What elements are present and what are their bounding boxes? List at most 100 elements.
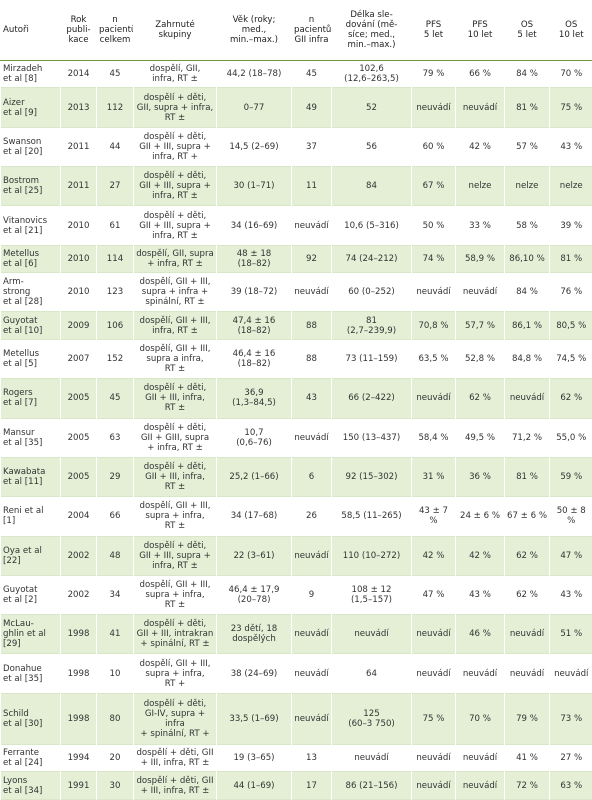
table-cell: 43 ± 7 % (411, 496, 456, 536)
table-cell: 34 (96, 575, 134, 615)
table-cell: 2005 (60, 418, 97, 458)
table-row: Reni et al [1] 2004 66 dospělí, GII + III, … (0, 496, 592, 536)
table-cell: 66 (96, 496, 134, 536)
table-cell: 1994 (60, 744, 97, 772)
table-cell: 62 % (504, 536, 550, 576)
table-cell: dospělí, GII + III, supra + infra, RT ± (133, 496, 217, 536)
table-cell: Vitanovics et al [21] (0, 205, 61, 246)
table-cell: 14,5 (2–69) (216, 127, 292, 167)
table-row: Mansur et al [35] 2005 63 dospělí + děti, G… (0, 418, 592, 458)
table-cell: Guyotat et al [2] (0, 575, 61, 615)
table-cell: neuvádí (455, 653, 505, 694)
table-cell: neuvádí (411, 653, 456, 694)
table-cell: Lyons et al [34] (0, 771, 61, 800)
table-cell: 50 ± 8 % (549, 496, 592, 536)
table-cell: 41 % (504, 744, 550, 772)
table-cell: 55,0 % (549, 418, 592, 458)
table-cell: 70 % (455, 693, 505, 745)
table-cell: 81 (2,7–239,9) (331, 311, 412, 340)
table-cell: 33 % (455, 205, 505, 246)
table-cell: dospělí, GII, infra, RT ± (133, 60, 217, 88)
table-cell: 29 (96, 457, 134, 497)
table-cell: 46,4 ± 17,9 (20–78) (216, 575, 292, 615)
table-cell: 81 % (504, 87, 550, 128)
table-cell: 114 (96, 245, 134, 273)
table-cell: nelze (455, 166, 505, 206)
table-cell: Ferrante et al [24] (0, 744, 61, 772)
table-cell: 39 % (549, 205, 592, 246)
table-cell: 67 ± 6 % (504, 496, 550, 536)
table-cell: neuvádí (411, 614, 456, 654)
table-row: Arm- strong et al [28] 2010 123 dospělí, GI… (0, 272, 592, 312)
table-cell: dospělí + děti, GI-IV, supra + infra + s… (133, 693, 217, 745)
table-row: Metellus et al [5] 2007 152 dospělí, GII + … (0, 339, 592, 379)
table-cell: 36 % (455, 457, 505, 497)
table-row: Donahue et al [35] 1998 10 dospělí, GII + I… (0, 653, 592, 694)
table-cell: 67 % (411, 166, 456, 206)
table-cell: 74 (24–212) (331, 245, 412, 273)
table-cell: 112 (96, 87, 134, 128)
table-cell: 45 (96, 378, 134, 419)
table-cell: 76 % (549, 272, 592, 312)
table-cell: 62 % (455, 378, 505, 419)
table-row: Kawabata et al [11] 2005 29 dospělí + děti,… (0, 457, 592, 497)
table-cell: 52,8 % (455, 339, 505, 379)
table-cell: dospělí, GII + III, supra + infra + spin… (133, 272, 217, 312)
table-cell: 2005 (60, 457, 97, 497)
table-cell: 27 % (549, 744, 592, 772)
table-cell: 72 % (504, 771, 550, 800)
table-cell: 74,5 % (549, 339, 592, 379)
table-cell: neuvádí (504, 614, 550, 654)
table-cell: 92 (15–302) (331, 457, 412, 497)
table-cell: 66 (2–422) (331, 378, 412, 419)
table-cell: dospělí + děti, GII + III, supra + infra… (133, 205, 217, 246)
table-cell: 52 (331, 87, 412, 128)
table-cell: 11 (291, 166, 332, 206)
table-cell: 1991 (60, 771, 97, 800)
table-cell: 47,4 ± 16 (18–82) (216, 311, 292, 340)
table-row: Bostrom et al [25] 2011 27 dospělí + děti, … (0, 166, 592, 206)
table-cell: 108 ± 12 (1,5–157) (331, 575, 412, 615)
header-cell: PFS 5 let (411, 0, 456, 61)
table-cell: neuvádí (291, 536, 332, 576)
header-cell: n pacientů celkem (96, 0, 134, 61)
table-cell: 23 dětí, 18 dospělých (216, 614, 292, 654)
table-cell: 44,2 (18–78) (216, 60, 292, 88)
table-cell: dospělí + děti, GII, supra + infra, RT ± (133, 87, 217, 128)
table-cell: 2007 (60, 339, 97, 379)
table-cell: dospělí + děti, GII + III, infra, RT ± (133, 457, 217, 497)
table-cell: 110 (10–272) (331, 536, 412, 576)
table-cell: 70,8 % (411, 311, 456, 340)
table-cell: 81 % (549, 245, 592, 273)
table-cell: neuvádí (331, 614, 412, 654)
table-cell: 58,4 % (411, 418, 456, 458)
table-cell: 125 (60–3 750) (331, 693, 412, 745)
table-cell: dospělí + děti, GII + GIII, supra + infr… (133, 418, 217, 458)
table-cell: 41 (96, 614, 134, 654)
table-cell: 10,6 (5–316) (331, 205, 412, 246)
table-cell: 48 ± 18 (18–82) (216, 245, 292, 273)
table-cell: neuvádí (291, 614, 332, 654)
table-cell: Bostrom et al [25] (0, 166, 61, 206)
table-cell: neuvádí (504, 653, 550, 694)
table-cell: 88 (291, 311, 332, 340)
table-cell: 57 % (504, 127, 550, 167)
table-cell: 1998 (60, 614, 97, 654)
table-cell: 79 % (504, 693, 550, 745)
table-row: Schild et al [30] 1998 80 dospělí + děti, G… (0, 693, 592, 745)
table-cell: 63,5 % (411, 339, 456, 379)
table-cell: dospělí, GII + III, supra a infra, RT ± (133, 339, 217, 379)
table-cell: dospělí, GII + III, infra, RT ± (133, 311, 217, 340)
table-cell: Mirzadeh et al [8] (0, 60, 61, 88)
table-cell: neuvádí (291, 272, 332, 312)
table-cell: 47 % (549, 536, 592, 576)
table-cell: Aizer et al [9] (0, 87, 61, 128)
table-cell: neuvádí (291, 693, 332, 745)
table-cell: 43 % (549, 127, 592, 167)
table-cell: dospělí + děti, GII + III, infra, RT ± (133, 771, 217, 800)
table-cell: Schild et al [30] (0, 693, 61, 745)
table-cell: neuvádí (291, 205, 332, 246)
header-row: Autoři Rok publi- kace n pacientů celkem Za… (0, 0, 592, 61)
table-cell: 86,1 % (504, 311, 550, 340)
